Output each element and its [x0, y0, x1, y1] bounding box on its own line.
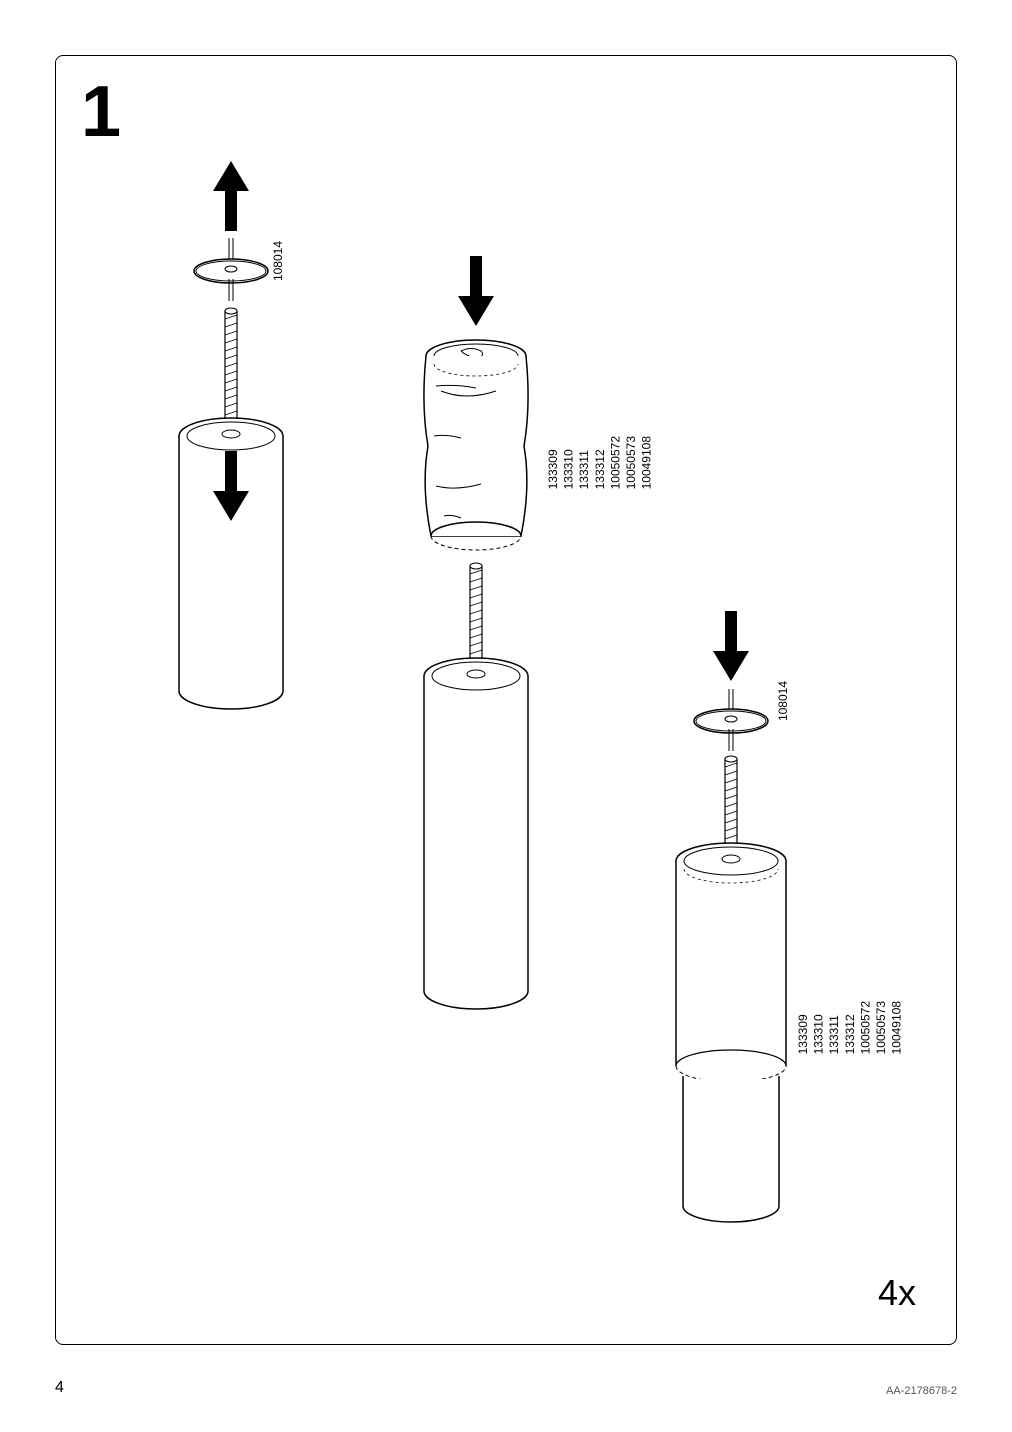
arrow-down-icon	[713, 611, 749, 681]
page-number: 4	[55, 1379, 64, 1397]
diagram-b	[366, 256, 586, 1036]
repeat-count: 4x	[878, 1272, 916, 1314]
threaded-rod	[225, 308, 237, 421]
document-id: AA-2178678-2	[886, 1385, 957, 1397]
threaded-rod	[725, 756, 737, 844]
page-frame: 1	[55, 55, 957, 1345]
fabric-sleeve	[424, 340, 528, 550]
washer-part	[694, 689, 768, 751]
label-sleeve-c: 133309 133310 133311 133312 10050572 100…	[796, 1001, 905, 1054]
diagram-a	[121, 151, 321, 751]
cylinder-leg	[424, 658, 528, 1009]
threaded-rod	[470, 563, 482, 666]
label-washer-a: 108014	[271, 241, 287, 281]
label-washer-c: 108014	[776, 681, 792, 721]
diagram-container: 108014	[56, 56, 956, 1344]
label-sleeve-b: 133309 133310 133311 133312 10050572 100…	[546, 436, 655, 489]
assembled-leg	[676, 843, 786, 1222]
arrow-up-icon	[213, 161, 249, 231]
washer-part	[194, 238, 268, 301]
arrow-down-icon	[458, 256, 494, 326]
